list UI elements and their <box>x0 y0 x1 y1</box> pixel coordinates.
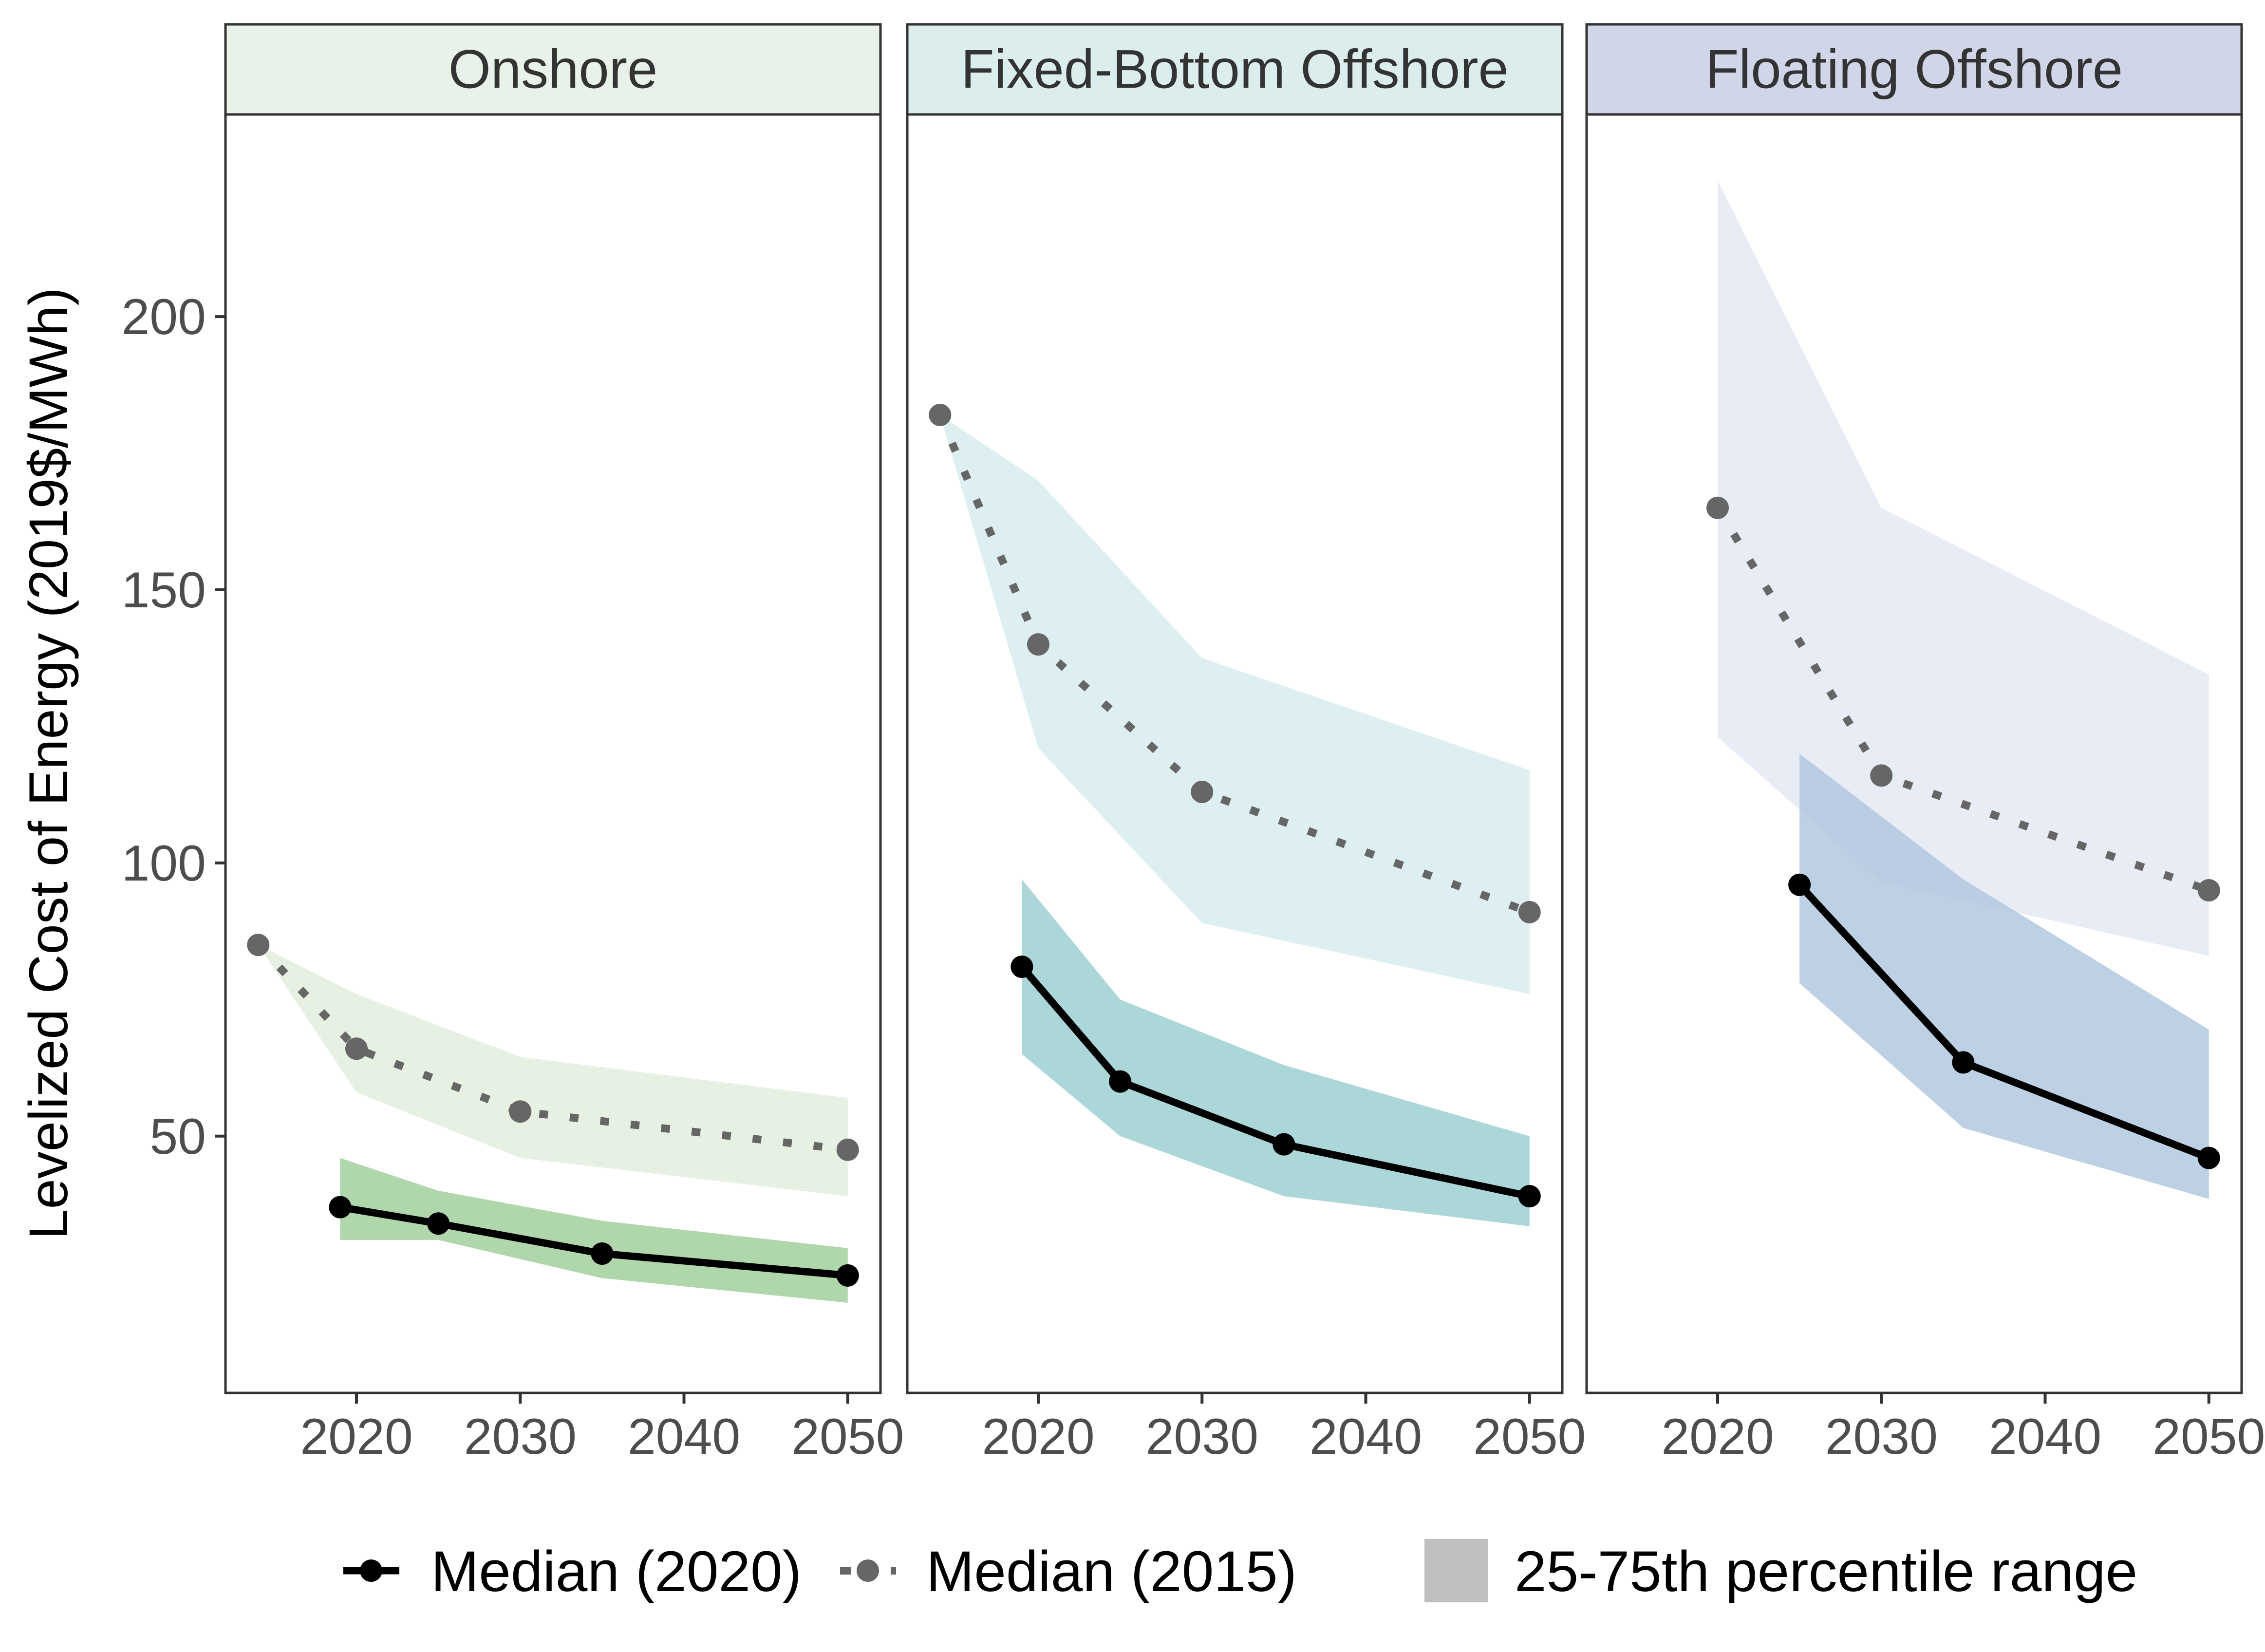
legend-median-2015-label: Median (2015) <box>926 1539 1297 1604</box>
legend-median-2015-swatch-point <box>857 1559 879 1582</box>
x-tick-label-2050: 2050 <box>1473 1408 1586 1465</box>
median-2015-point <box>1870 764 1893 787</box>
x-tick-label-2030: 2030 <box>1825 1408 1938 1465</box>
range-2015-band <box>940 414 1530 995</box>
median-2015-point <box>2197 879 2220 901</box>
y-tick-label-200: 200 <box>121 289 206 345</box>
panel-strip <box>1585 23 2243 116</box>
legend: Median (2020) Median (2015) 25-75th percen… <box>343 1539 2137 1604</box>
range-2020-band <box>1022 879 1530 1226</box>
median-2020-line <box>1019 964 1531 1200</box>
median-2020-point <box>836 1264 859 1287</box>
x-tick-label-2050: 2050 <box>791 1408 904 1465</box>
legend-range-swatch <box>1424 1539 1488 1602</box>
median-2015-line <box>936 413 1531 916</box>
median-2020-point <box>1952 1051 1975 1074</box>
x-tick-label-2020: 2020 <box>300 1408 412 1465</box>
range-2020-band <box>1799 753 2209 1199</box>
panel-strip <box>224 23 882 116</box>
panel-title: Onshore <box>449 39 658 100</box>
median-2015-point <box>345 1037 368 1060</box>
legend-median-2020-swatch-point <box>360 1559 382 1582</box>
x-tick-label-2020: 2020 <box>982 1408 1094 1465</box>
median-2015-point <box>929 403 952 426</box>
median-2015-point <box>509 1100 532 1123</box>
legend-median-2020-label: Median (2020) <box>431 1539 802 1604</box>
panel-1: Onshore 2020 2030 2040 2050 <box>224 23 904 1465</box>
range-2015-band <box>1718 180 2209 956</box>
range-2015-band <box>258 945 848 1197</box>
panel-strip <box>906 23 1564 116</box>
x-tick-label-2030: 2030 <box>1146 1408 1258 1465</box>
y-tick-label-100: 100 <box>121 835 206 892</box>
median-2015-point <box>247 934 270 957</box>
median-2020-point <box>591 1242 614 1265</box>
y-axis-title: Levelized Cost of Energy (2019$/MWh) <box>18 287 79 1239</box>
median-2015-point <box>1191 781 1214 804</box>
median-2020-point <box>2197 1146 2220 1169</box>
median-2020-point <box>1109 1070 1132 1093</box>
panel-title: Fixed-Bottom Offshore <box>961 39 1509 100</box>
panel-3: Floating Offshore 2020 2030 2040 2050 <box>1585 23 2265 1465</box>
x-tick-label-2040: 2040 <box>1310 1408 1422 1465</box>
median-2020-line <box>339 1203 848 1279</box>
x-tick-label-2040: 2040 <box>628 1408 740 1465</box>
panel-2: Fixed-Bottom Offshore 2020 2030 2040 2050 <box>906 23 1586 1465</box>
median-2015-point <box>1706 496 1729 519</box>
median-2015-point <box>1518 901 1541 923</box>
median-2020-point <box>1273 1133 1295 1156</box>
y-tick-label-50: 50 <box>150 1108 206 1165</box>
x-tick-label-2040: 2040 <box>1989 1408 2101 1465</box>
panel-border <box>224 113 882 1394</box>
x-tick-label-2030: 2030 <box>464 1408 577 1465</box>
panel-title: Floating Offshore <box>1705 39 2123 100</box>
median-2020-point <box>1518 1185 1541 1208</box>
median-2020-point <box>427 1212 450 1235</box>
median-2020-point <box>1788 873 1811 896</box>
x-tick-label-2050: 2050 <box>2153 1408 2265 1465</box>
panel-border <box>1585 113 2243 1394</box>
median-2020-point <box>1011 956 1033 978</box>
y-tick-label-150: 150 <box>121 562 206 619</box>
median-2015-point <box>836 1138 859 1161</box>
median-2015-point <box>1027 633 1049 656</box>
x-tick-label-2020: 2020 <box>1661 1408 1774 1465</box>
panel-border <box>906 113 1564 1394</box>
median-2020-point <box>329 1196 352 1219</box>
legend-range-label: 25-75th percentile range <box>1515 1539 2137 1604</box>
